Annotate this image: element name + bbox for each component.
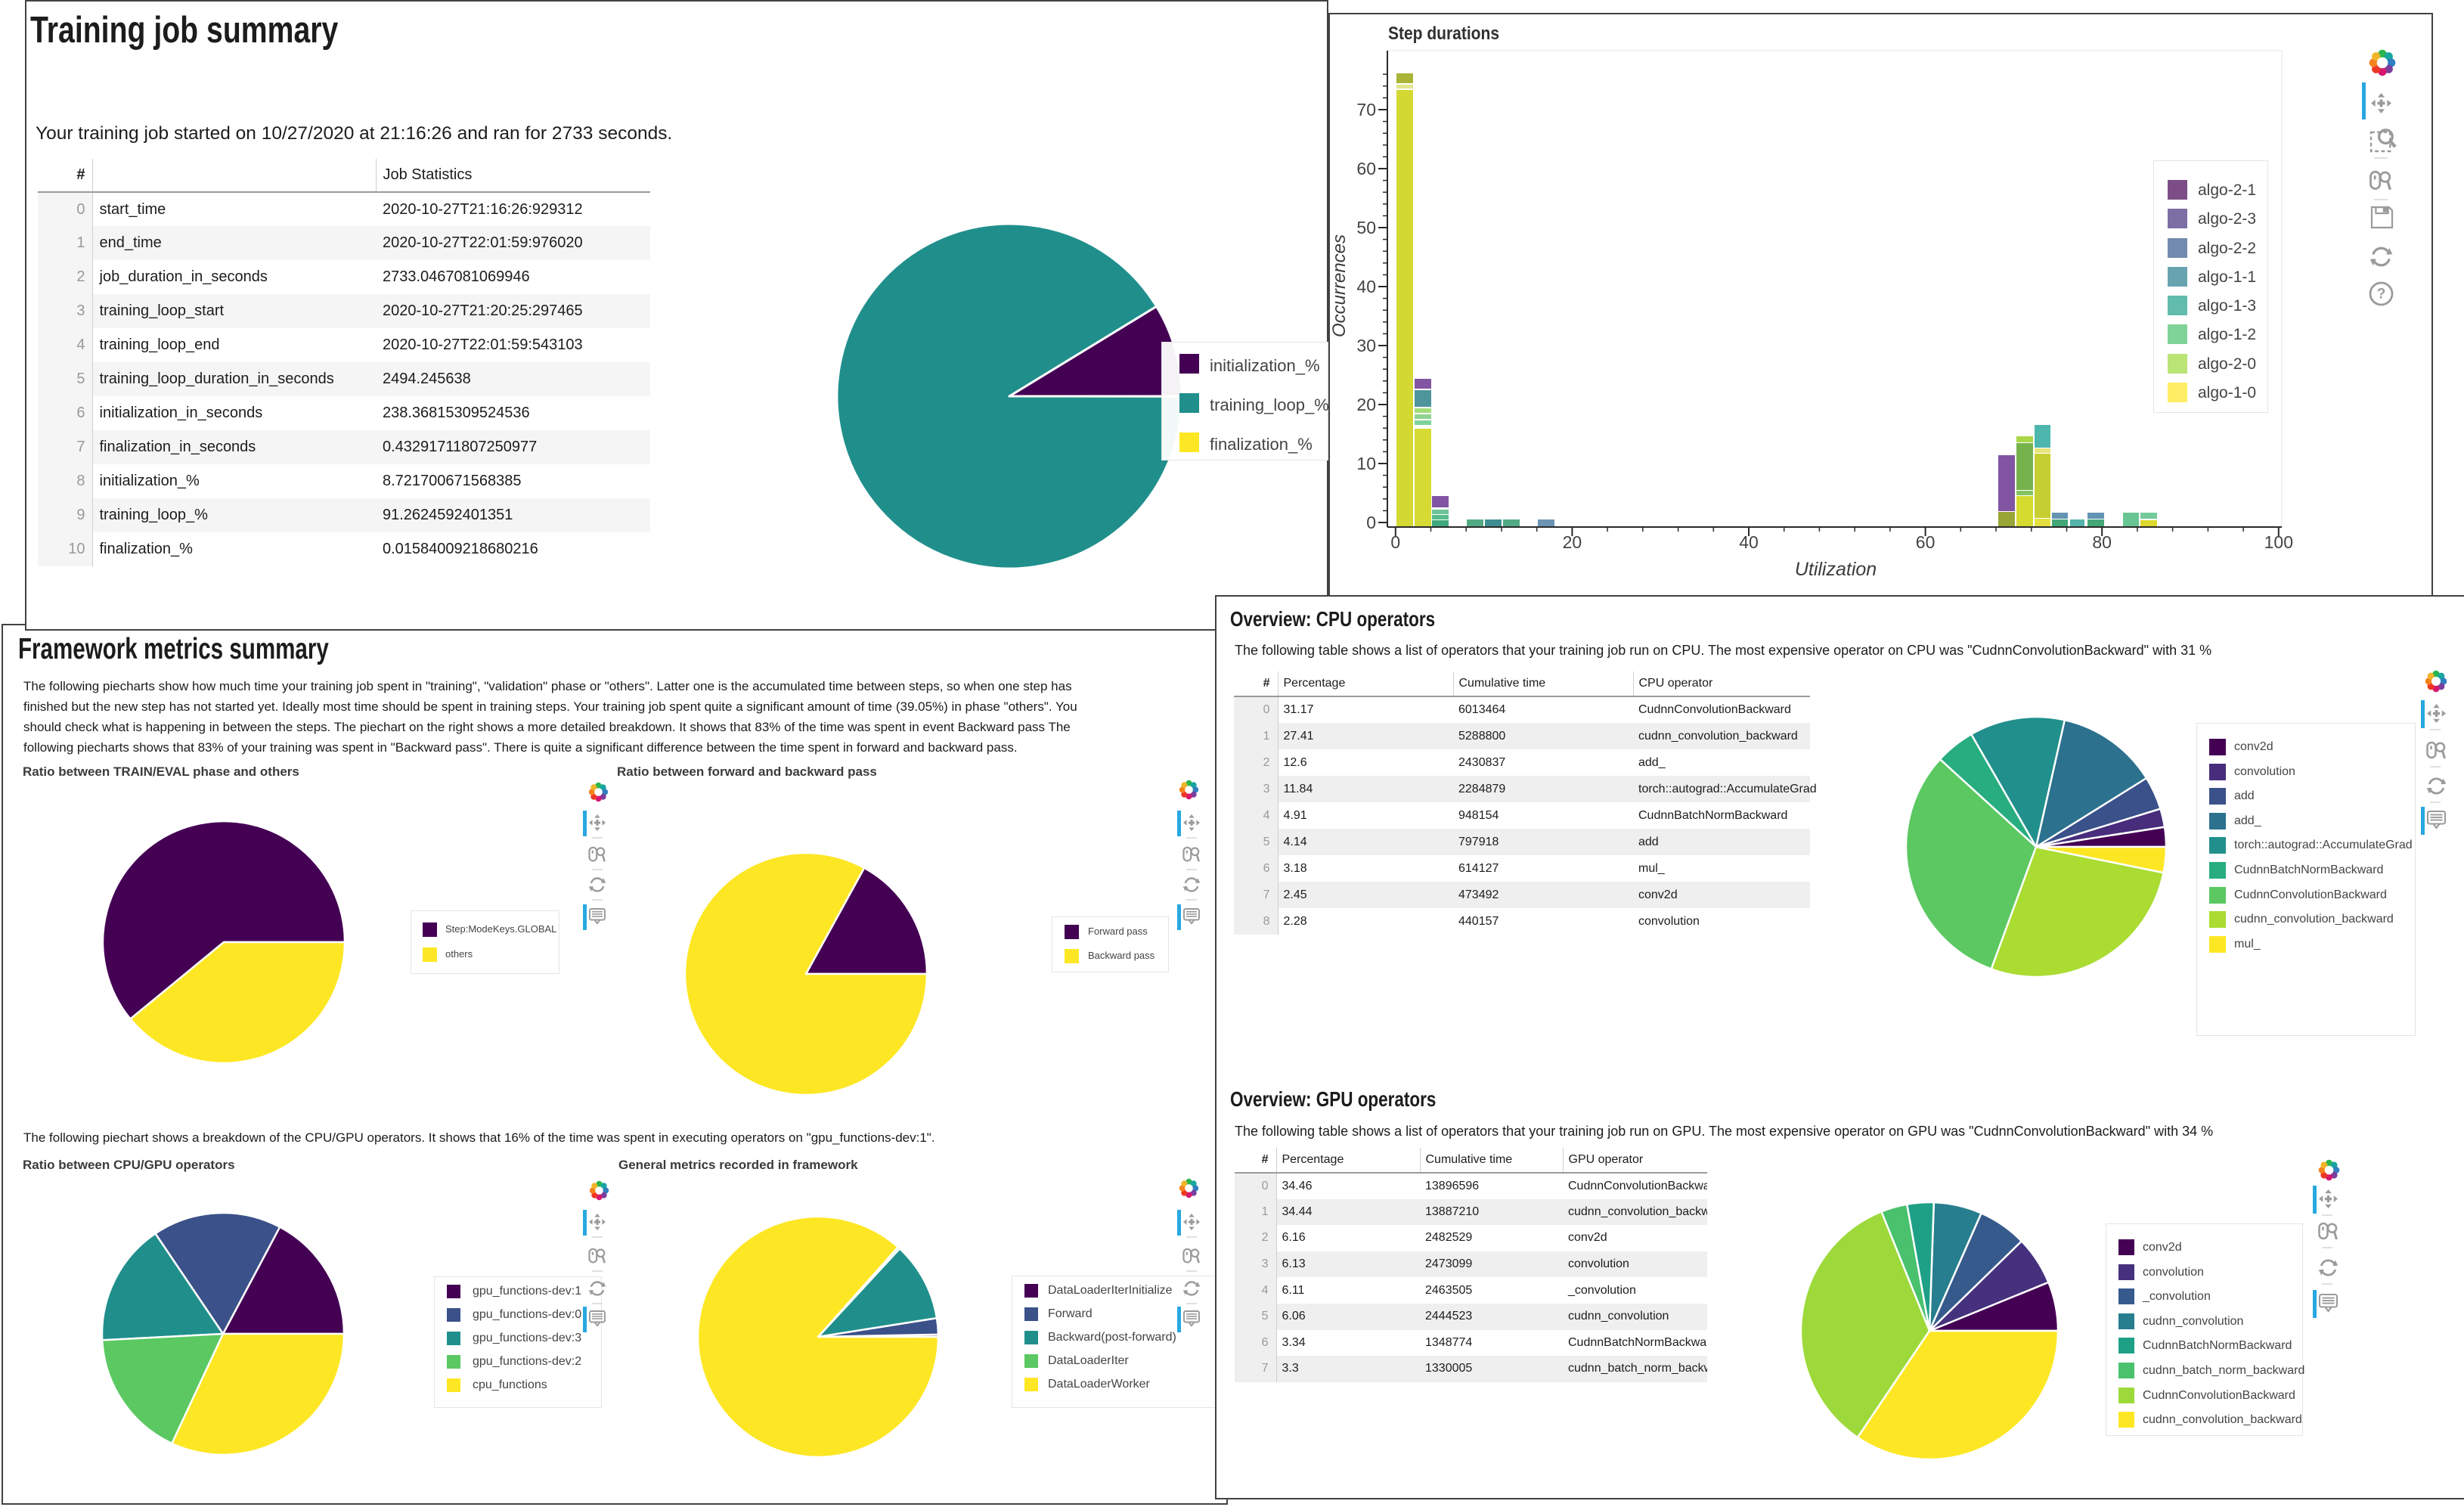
svg-text:Utilization: Utilization bbox=[1795, 559, 1877, 580]
svg-text:100: 100 bbox=[2264, 532, 2293, 552]
svg-text:?: ? bbox=[2377, 287, 2386, 302]
svg-text:Occurrences: Occurrences bbox=[1332, 234, 1350, 337]
svg-text:40: 40 bbox=[1356, 277, 1376, 296]
svg-text:0: 0 bbox=[1390, 532, 1400, 552]
svg-text:40: 40 bbox=[1739, 532, 1759, 552]
svg-text:20: 20 bbox=[1356, 395, 1376, 414]
svg-text:60: 60 bbox=[1356, 159, 1376, 178]
svg-text:30: 30 bbox=[1356, 336, 1376, 355]
svg-text:10: 10 bbox=[1356, 454, 1376, 473]
svg-text:0: 0 bbox=[1366, 513, 1376, 532]
svg-text:50: 50 bbox=[1356, 218, 1376, 237]
svg-text:60: 60 bbox=[1916, 532, 1936, 552]
svg-text:80: 80 bbox=[2092, 532, 2112, 552]
svg-text:20: 20 bbox=[1563, 532, 1582, 552]
svg-text:70: 70 bbox=[1356, 100, 1376, 119]
